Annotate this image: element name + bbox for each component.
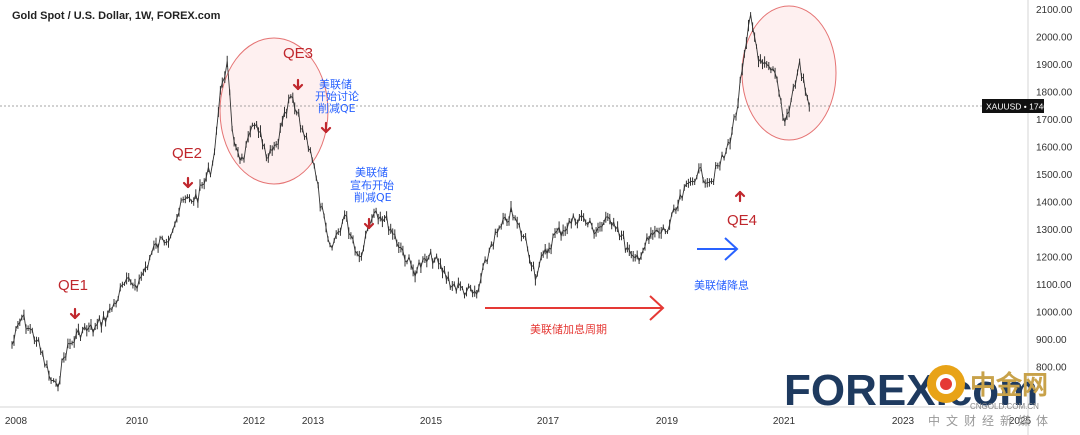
qe1-label: QE1	[58, 277, 88, 294]
last-price-label: XAUUSD • 1746.36	[986, 102, 1060, 112]
qe2-arrow-icon	[182, 176, 194, 189]
price-line	[11, 14, 810, 389]
x-tick-label: 2008	[5, 416, 28, 427]
x-tick-label: 2021	[773, 416, 796, 427]
forex-logo-text: FOREX.com	[784, 366, 1038, 415]
x-tick-label: 2019	[656, 416, 679, 427]
x-tick-label: 2013	[302, 416, 325, 427]
x-tick-label: 2010	[126, 416, 149, 427]
fed-discuss-line3: 削减QE	[318, 101, 356, 115]
watermark: FOREX.com 中金网 CNGOLD.COM.CN 中文财经新媒体	[784, 365, 1054, 428]
highlight-circles	[219, 5, 837, 185]
x-tick-label: 2025	[1009, 416, 1032, 427]
y-tick-label: 2100.00	[1036, 5, 1073, 16]
qe4-label: QE4	[727, 212, 757, 229]
qe2-label: QE2	[172, 145, 202, 162]
cngold-brand: 中金网	[970, 370, 1048, 401]
y-tick-label: 800.00	[1036, 363, 1067, 374]
hike-cycle-label: 美联储加息周期	[530, 322, 607, 336]
qe3-highlight-circle	[219, 37, 329, 185]
x-axis-ticks: 2008 2010 2012 2013 2015 2017 2019 2021 2023 2025	[5, 416, 1032, 427]
x-tick-label: 2023	[892, 416, 915, 427]
cngold-domain: CNGOLD.COM.CN	[970, 402, 1039, 411]
y-tick-label: 900.00	[1036, 335, 1067, 346]
fed-announce-line3: 削减QE	[354, 190, 392, 204]
fed-discuss-line1: 美联储	[319, 77, 352, 91]
last-price-tag	[982, 99, 1044, 113]
y-tick-label: 1500.00	[1036, 170, 1073, 181]
qe4-arrow-icon	[734, 190, 746, 203]
y-tick-label: 1300.00	[1036, 225, 1073, 236]
y-tick-label: 1400.00	[1036, 198, 1073, 209]
fed-announce-line1: 美联储	[355, 165, 388, 179]
y-tick-label: 1100.00	[1036, 280, 1072, 291]
fed-discuss-arrow-icon	[320, 121, 332, 134]
y-tick-label: 1600.00	[1036, 143, 1073, 154]
y-tick-label: 1200.00	[1036, 253, 1073, 264]
price-series	[11, 12, 810, 392]
x-tick-label: 2015	[420, 416, 443, 427]
fed-announce-line2: 宣布开始	[350, 178, 394, 192]
hike-cycle-arrow-icon	[485, 295, 665, 321]
annotations: QE1 QE2 QE3 QE4 美联储 开始讨论 削减QE 美联储 宣布开始 削…	[58, 45, 757, 336]
qe1-arrow-icon	[69, 307, 81, 320]
y-tick-label: 1000.00	[1036, 308, 1073, 319]
y-tick-label: 2000.00	[1036, 33, 1073, 44]
fed-discuss-line2: 开始讨论	[315, 89, 359, 103]
qe3-arrow-icon	[292, 78, 304, 91]
fed-announce-arrow-icon	[363, 217, 375, 230]
y-tick-label: 1800.00	[1036, 88, 1073, 99]
rate-cut-arrow-icon	[697, 237, 739, 261]
chart-title: Gold Spot / U.S. Dollar, 1W, FOREX.com	[12, 10, 221, 22]
cngold-slogan: 中文财经新媒体	[928, 413, 1054, 428]
rate-cut-label: 美联储降息	[694, 278, 749, 292]
qe3-label: QE3	[283, 45, 313, 62]
qe4-highlight-circle	[741, 5, 837, 141]
y-tick-label: 1700.00	[1036, 115, 1073, 126]
y-axis-ticks: 800.00 900.00 1000.00 1100.00 1200.00 1300.00…	[1036, 5, 1073, 373]
x-tick-label: 2012	[243, 416, 266, 427]
y-tick-label: 1900.00	[1036, 60, 1073, 71]
x-tick-label: 2017	[537, 416, 560, 427]
